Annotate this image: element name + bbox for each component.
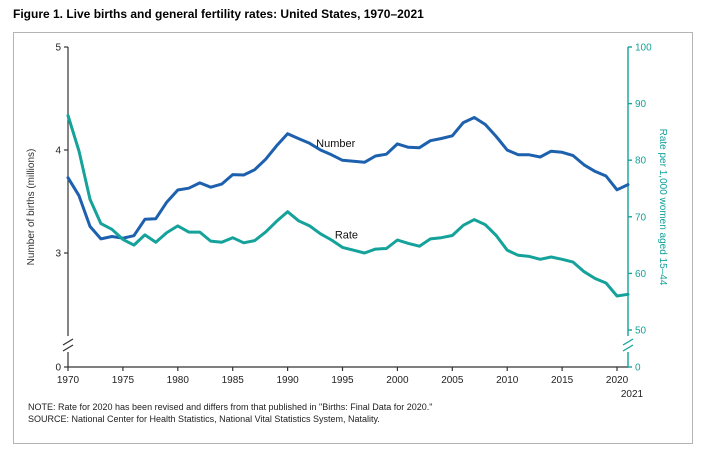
x-tick-label: 1975 (112, 375, 135, 386)
series-line-number (66, 116, 630, 241)
right-tick-label: 100 (635, 43, 652, 54)
series-label-rate: Rate (335, 229, 358, 241)
chart-notes: NOTE: Rate for 2020 has been revised and… (28, 401, 432, 425)
x-tick-label: 2000 (386, 375, 409, 386)
x-tick-label: 1980 (167, 375, 190, 386)
left-tick-label: 0 (55, 363, 61, 374)
x-tick-label: 1990 (276, 375, 299, 386)
chart-frame: 0 3 4 5 0 50 60 70 80 90 100 1970 1975 1980 1985 1990 19… (13, 32, 693, 444)
right-tick-label: 70 (635, 212, 647, 223)
axis-break (63, 336, 73, 352)
left-tick-label: 3 (55, 249, 61, 260)
right-tick-label: 0 (635, 363, 641, 374)
note-line: NOTE: Rate for 2020 has been revised and… (28, 402, 433, 412)
x-tick-label: 1970 (57, 375, 80, 386)
series-label-number: Number (316, 138, 355, 150)
x-tick-label: 1995 (331, 375, 354, 386)
left-tick-label: 5 (55, 43, 61, 54)
right-tick-label: 50 (635, 326, 647, 337)
x-tick-label: 2015 (551, 375, 574, 386)
series-line-rate (66, 114, 630, 298)
x-tick-label: 1985 (222, 375, 245, 386)
x-tick-label: 2005 (441, 375, 464, 386)
left-tick-label: 4 (55, 146, 61, 157)
x-tick-label: 2020 (606, 375, 629, 386)
x-tick-label: 2010 (496, 375, 519, 386)
left-axis-title: Number of births (millions) (26, 149, 37, 266)
right-tick-label: 60 (635, 269, 647, 280)
source-line: SOURCE: National Center for Health Stati… (28, 414, 380, 424)
x-end-label: 2021 (621, 389, 644, 399)
right-tick-label: 90 (635, 99, 647, 110)
right-tick-label: 80 (635, 156, 647, 167)
axis-break (623, 336, 633, 352)
right-axis-title: Rate per 1,000 women aged 15–44 (657, 129, 668, 286)
figure-title: Figure 1. Live births and general fertil… (13, 7, 424, 21)
